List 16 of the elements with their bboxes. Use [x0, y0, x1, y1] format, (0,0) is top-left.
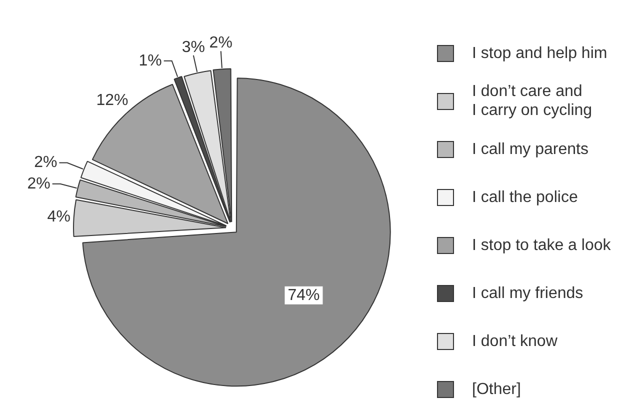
data-label: 2%: [34, 154, 58, 172]
data-label: 12%: [96, 92, 128, 109]
data-label: 4%: [47, 208, 70, 226]
legend-label: I stop to take a look: [472, 236, 611, 254]
legend-label: I call my parents: [472, 140, 588, 158]
legend-label: I call my friends: [472, 284, 584, 302]
legend-label: [Other]: [472, 380, 521, 398]
data-label: 1%: [138, 52, 162, 70]
legend-label: I don’t care and I carry on cycling: [472, 82, 592, 120]
data-label: 2%: [209, 34, 232, 52]
legend-label: I call the police: [472, 188, 578, 206]
data-label: 2%: [27, 175, 50, 192]
data-label: 74%: [288, 286, 320, 304]
data-label: 3%: [182, 38, 205, 56]
legend-label: I don’t know: [472, 332, 558, 350]
legend-label: I stop and help him: [472, 44, 608, 62]
